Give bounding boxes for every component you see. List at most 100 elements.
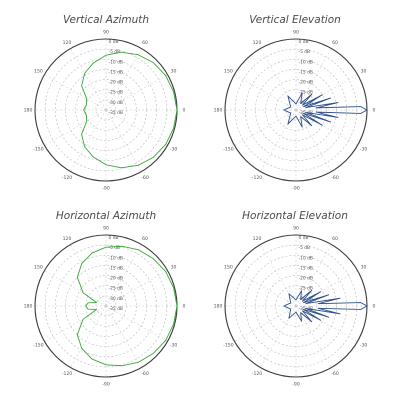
radial-tick-label: -20 dB (109, 80, 123, 86)
radial-tick-label: -5 dB (109, 245, 121, 251)
pattern-data-point (303, 113, 304, 114)
polar-chart-4: 0 30 60 90 120 150 180 -150 -120 -90 -60 -30 0 dB -5 … (214, 226, 376, 388)
pattern-data-point (360, 302, 362, 303)
pattern-data-point (86, 98, 87, 100)
pattern-data-point (302, 310, 303, 312)
pattern-data-point (290, 106, 291, 108)
pattern-data-point (176, 109, 178, 111)
polar-grid-ring (265, 275, 327, 337)
radial-tick-label: -35 dB (109, 110, 123, 116)
pattern-data-point (303, 309, 304, 310)
radial-tick-label: -10 dB (299, 255, 313, 261)
chart-title-vertical-azimuth: Vertical Azimuth (62, 14, 150, 26)
angle-tick-label: -90 (292, 382, 300, 388)
chart-title-vertical-elevation: Vertical Elevation (249, 14, 341, 26)
polar-grid-ring (285, 295, 307, 317)
pattern-data-point (317, 308, 319, 309)
polar-grid-ring (265, 79, 327, 141)
radial-tick-label: -10 dB (109, 255, 123, 261)
polar-chart-2: 0 30 60 90 120 150 180 -150 -120 -90 -60 -30 0 dB -5 … (214, 30, 376, 192)
angle-tick-label: 150 (34, 265, 43, 271)
polar-chart-3: 0 30 60 90 120 150 180 -150 -120 -90 -60 -30 0 dB -5 … (24, 226, 186, 388)
angle-tick-label: 30 (361, 69, 367, 75)
pattern-data-point (83, 109, 84, 111)
radial-tick-label: -10 dB (109, 59, 123, 65)
radial-tick-label: -15 dB (299, 69, 313, 75)
radial-tick-label: -30 dB (109, 296, 123, 302)
pattern-data-point (337, 102, 339, 103)
pattern-data-point (300, 299, 301, 300)
pattern-data-point (77, 277, 78, 278)
polar-grid-ring (75, 275, 137, 337)
angle-tick-label: 180 (24, 108, 33, 114)
angle-tick-label: 30 (171, 265, 177, 271)
pattern-data-point (82, 318, 84, 320)
pattern-data-point (105, 364, 107, 366)
pattern-data-point (330, 97, 331, 99)
polar-grid-ring (95, 99, 117, 121)
angle-tick-label: 30 (361, 265, 367, 271)
pattern-data-point (290, 112, 291, 114)
pattern-data-point (330, 121, 331, 123)
polar-grid-ring (244, 58, 348, 162)
radial-tick-label: -5 dB (109, 49, 121, 55)
pattern-data-point (300, 103, 301, 104)
pattern-data-point (300, 116, 301, 117)
pattern-data-point (366, 109, 368, 111)
pattern-data-point (283, 305, 285, 307)
pattern-data-point (339, 313, 341, 314)
pattern-data-point (121, 245, 123, 247)
pattern-data-point (81, 85, 82, 86)
angle-tick-label: 0 (183, 304, 186, 310)
pattern-data-point (300, 312, 301, 313)
radial-tick-label: -20 dB (299, 80, 313, 86)
pattern-data-point (322, 94, 323, 96)
pattern-data-point (305, 303, 307, 304)
pattern-data-point (302, 104, 303, 106)
angle-tick-label: -90 (102, 382, 110, 388)
angle-tick-label: -30 (360, 343, 368, 349)
angle-tick-label: -150 (33, 147, 44, 153)
pattern-data-point (301, 126, 303, 128)
pattern-data-point (173, 127, 174, 129)
pattern-data-point (86, 104, 87, 105)
pattern-data-point (315, 107, 317, 109)
pattern-data-point (173, 323, 174, 325)
angle-tick-label: -90 (292, 186, 300, 192)
pattern-data-point (366, 305, 368, 307)
pattern-data-point (301, 290, 302, 291)
pattern-data-point (317, 303, 319, 304)
pattern-data-point (305, 308, 307, 309)
angle-tick-label: 60 (142, 236, 148, 242)
angle-tick-label: 120 (63, 40, 72, 46)
pattern-data-point (87, 308, 89, 310)
radial-tick-label: -15 dB (299, 265, 313, 271)
angle-tick-label: 0 (373, 304, 376, 310)
pattern-data-point (360, 106, 362, 107)
pattern-data-point (84, 146, 85, 148)
angle-tick-label: 30 (171, 69, 177, 75)
angle-tick-label: -30 (360, 147, 368, 153)
angle-tick-label: 180 (214, 304, 223, 310)
angle-tick-label: -60 (331, 371, 339, 377)
radial-tick-label: -30 dB (299, 296, 313, 302)
angle-tick-label: -30 (170, 147, 178, 153)
angle-tick-label: 150 (224, 265, 233, 271)
pattern-data-point (315, 111, 317, 113)
pattern-data-point (91, 252, 93, 254)
radial-tick-label: 0 dB (299, 39, 309, 45)
pattern-data-point (176, 305, 178, 307)
radial-tick-label: -5 dB (299, 245, 311, 251)
radial-tick-label: -30 dB (299, 100, 313, 106)
radial-tick-label: -30 dB (109, 100, 123, 106)
angle-tick-label: -120 (62, 371, 73, 377)
radial-tick-label: -35 dB (109, 306, 123, 312)
radial-tick-label: -25 dB (109, 90, 123, 96)
pattern-data-point (96, 309, 97, 310)
pattern-data-point (121, 167, 122, 169)
angle-tick-label: 120 (253, 236, 262, 242)
polar-grid-ring (244, 254, 348, 358)
pattern-data-point (360, 309, 362, 310)
radial-tick-label: -20 dB (109, 276, 123, 282)
pattern-data-point (320, 291, 321, 293)
